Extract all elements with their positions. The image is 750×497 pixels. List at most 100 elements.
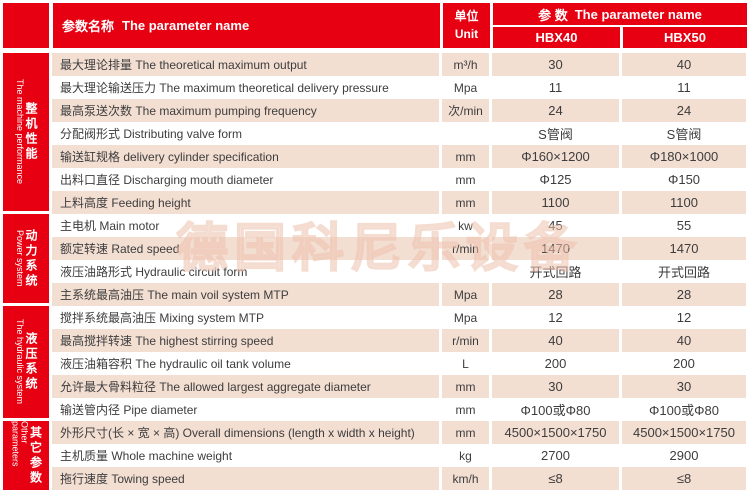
row-unit: km/h [442, 467, 489, 490]
table-row: 主机质量 Whole machine weight kg 2700 2900 [52, 444, 746, 467]
row-value-hbx40: ≤8 [492, 467, 619, 490]
sidebar-section-label-zh: 整机性能 [24, 102, 38, 162]
sidebar-section-label-en: Power system [15, 230, 24, 287]
row-value-hbx40: 1100 [492, 191, 619, 214]
row-parameter-label: 允许最大骨料粒径 The allowed largest aggregate d… [52, 375, 439, 398]
row-value-hbx50: 11 [677, 80, 691, 95]
table-row: 最大理论排量 The theoretical maximum output m³/… [52, 53, 746, 76]
row-value-hbx50: 12 [676, 310, 692, 325]
row-value-hbx40: 28 [492, 283, 619, 306]
row-value-hbx40: 11 [548, 80, 563, 95]
table-row: 额定转速 Rated speed r/min 1470 1470 [52, 237, 746, 260]
row-unit: mm [442, 191, 489, 214]
row-value-hbx40: 24 [492, 99, 619, 122]
header-model-hbx50: HBX50 [623, 27, 747, 48]
row-value-hbx50: 2900 [669, 448, 699, 463]
row-parameter-label: 上料高度 Feeding height [52, 191, 439, 214]
row-unit: L [462, 356, 469, 371]
header-model-row: HBX40 HBX50 [493, 27, 747, 48]
row-value-hbx40: Φ100或Φ80 [520, 403, 591, 418]
row-unit: kg [459, 448, 472, 463]
table-row: 拖行速度 Towing speed km/h ≤8 ≤8 [52, 467, 746, 490]
row-parameter-label: 主机质量 Whole machine weight [60, 449, 233, 463]
row-value-hbx50: 24 [622, 99, 746, 122]
row-unit: Mpa [453, 310, 478, 325]
table-header: 参数名称 The parameter name 单位 Unit 参 数 The … [3, 3, 750, 48]
row-unit: 次/min [442, 99, 489, 122]
sidebar-section-2: The hydraulic system 液压系统 [3, 306, 49, 418]
row-value-hbx50: 开式回路 [657, 265, 710, 280]
row-unit: mm [442, 145, 489, 168]
sidebar-section-label-zh: 动力系统 [24, 228, 38, 289]
row-value-hbx50: 30 [622, 375, 746, 398]
header-parameter-name-zh: 参数名称 [62, 19, 115, 34]
table-row: 分配阀形式 Distributing valve form S管阀 S管阀 [52, 122, 746, 145]
row-value-hbx50: Φ180×1000 [622, 145, 746, 168]
row-unit [442, 122, 489, 145]
table-row: 最高搅拌转速 The highest stirring speed r/min 40… [52, 329, 746, 352]
row-parameter-label: 输送缸规格 delivery cylinder specification [52, 145, 439, 168]
row-value-hbx50: Φ100或Φ80 [649, 403, 719, 418]
row-parameter-label: 拖行速度 Towing speed [52, 467, 439, 490]
row-value-hbx50: 200 [673, 356, 695, 371]
row-parameter-label: 最高泵送次数 The maximum pumping frequency [52, 99, 439, 122]
row-value-hbx50: 1470 [622, 237, 746, 260]
row-parameter-label: 主电机 Main motor [60, 219, 160, 233]
header-unit-en: Unit [454, 26, 479, 41]
table-row: 外形尺寸(长 × 宽 × 高) Overall dimensions (leng… [52, 421, 746, 444]
header-parameter-name-en: The parameter name [122, 18, 250, 33]
row-value-hbx50: Φ150 [667, 172, 701, 187]
table-row: 输送缸规格 delivery cylinder specification mm Φ… [52, 145, 746, 168]
row-value-hbx50: 1100 [622, 191, 746, 214]
table-row: 允许最大骨料粒径 The allowed largest aggregate d… [52, 375, 746, 398]
sidebar-section-3: Other parameters 其它参数 [3, 421, 49, 490]
table-row: 搅拌系统最高油压 Mixing system MTP Mpa 12 12 [52, 306, 746, 329]
table-row: 最大理论输送压力 The maximum theoretical deliver… [52, 76, 746, 99]
row-unit: r/min [442, 237, 489, 260]
row-value-hbx40: 30 [492, 375, 619, 398]
row-unit: Mpa [442, 283, 489, 306]
header-parameter-name-cell: 参数名称 The parameter name [53, 3, 440, 48]
row-parameter-label: 分配阀形式 Distributing valve form [60, 127, 243, 141]
row-unit: mm [455, 402, 476, 417]
header-unit-zh: 单位 [454, 9, 479, 24]
row-parameter-label: 搅拌系统最高油压 Mixing system MTP [60, 311, 265, 325]
table-row: 上料高度 Feeding height mm 1100 1100 [52, 191, 746, 214]
sidebar-section-label-en: The hydraulic system [15, 319, 24, 405]
row-unit [442, 260, 489, 283]
header-params-zh: 参 数 [538, 7, 568, 23]
table-row: 液压油箱容积 The hydraulic oil tank volume L 200… [52, 352, 746, 375]
row-value-hbx50: 28 [622, 283, 746, 306]
row-value-hbx50: S管阀 [666, 127, 702, 142]
table-row: 出料口直径 Discharging mouth diameter mm Φ125 Φ1… [52, 168, 746, 191]
row-value-hbx40: 45 [548, 218, 563, 233]
row-unit: mm [442, 421, 489, 444]
header-unit-cell: 单位 Unit [443, 3, 490, 48]
table-row: 输送管内径 Pipe diameter mm Φ100或Φ80 Φ100或Φ80 [52, 398, 746, 421]
row-value-hbx40: 4500×1500×1750 [492, 421, 619, 444]
row-value-hbx50: 40 [622, 329, 746, 352]
row-parameter-label: 主系统最高油压 The main voil system MTP [52, 283, 439, 306]
row-unit: Mpa [453, 80, 478, 95]
row-value-hbx40: 12 [548, 310, 563, 325]
row-value-hbx40: S管阀 [538, 127, 573, 142]
category-sidebar: The machine performance 整机性能 Power system 动… [3, 53, 49, 490]
sidebar-section-label-en: The machine performance [15, 79, 24, 185]
row-parameter-label: 额定转速 Rated speed [52, 237, 439, 260]
sidebar-section-0: The machine performance 整机性能 [3, 53, 49, 211]
sidebar-section-label-zh: 液压系统 [24, 332, 38, 392]
row-unit: mm [442, 375, 489, 398]
table-row: 主系统最高油压 The main voil system MTP Mpa 28 28 [52, 283, 746, 306]
row-value-hbx40: Φ160×1200 [492, 145, 619, 168]
table-body: The machine performance 整机性能 Power system 动… [3, 53, 750, 490]
table-rows: 最大理论排量 The theoretical maximum output m³/… [52, 53, 746, 490]
row-value-hbx50: ≤8 [622, 467, 746, 490]
row-parameter-label: 外形尺寸(长 × 宽 × 高) Overall dimensions (leng… [52, 421, 439, 444]
row-unit: kw [458, 218, 473, 233]
header-params-en: The parameter name [574, 6, 702, 22]
row-parameter-label: 最大理论排量 The theoretical maximum output [52, 53, 439, 76]
row-value-hbx40: 2700 [541, 448, 570, 463]
row-value-hbx40: 开式回路 [529, 265, 582, 280]
row-unit: m³/h [442, 53, 489, 76]
header-corner-cell [3, 3, 49, 48]
